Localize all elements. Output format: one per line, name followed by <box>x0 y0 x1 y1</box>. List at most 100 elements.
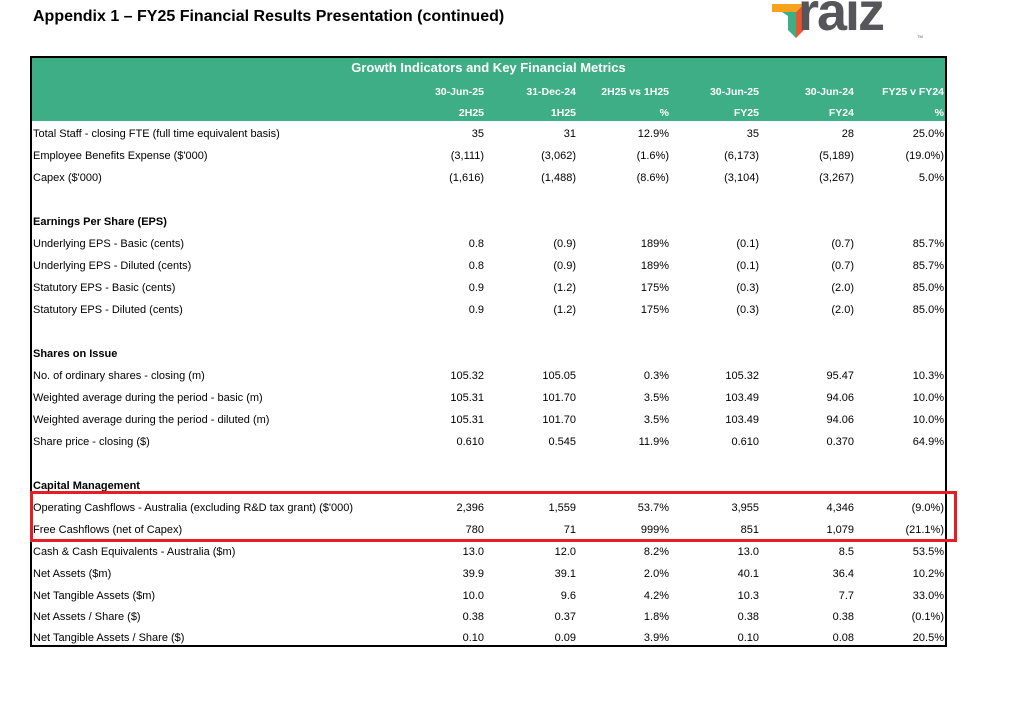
cell-year-change: 53.5% <box>912 546 944 558</box>
cell-half-change: 8.2% <box>643 546 669 558</box>
section-header-eps: Earnings Per Share (EPS) <box>32 212 945 234</box>
cell-2h25: 0.9 <box>468 282 484 294</box>
cell-1h25: 0.37 <box>554 611 576 623</box>
cell-year-change: (21.1%) <box>905 524 944 536</box>
cell-2h25: 780 <box>465 524 484 536</box>
cell-year-change: 85.0% <box>912 304 944 316</box>
cell-fy24: (0.7) <box>831 238 854 250</box>
cell-fy25: (6,173) <box>724 150 759 162</box>
row-label: Net Assets ($m) <box>33 568 112 580</box>
cell-half-change: 189% <box>640 238 669 250</box>
header-col5-date: 30-Jun-24 <box>804 86 854 98</box>
cell-year-change: 20.5% <box>912 632 944 644</box>
cell-fy24: (3,267) <box>819 172 854 184</box>
section-title: Capital Management <box>33 480 140 492</box>
row-label: Total Staff - closing FTE (full time equ… <box>33 128 280 140</box>
cell-fy24: 4,346 <box>826 502 854 514</box>
cell-fy24: (2.0) <box>831 304 854 316</box>
table-row: Statutory EPS - Diluted (cents) 0.9 (1.2… <box>32 300 945 322</box>
cell-year-change: 33.0% <box>912 590 944 602</box>
cell-year-change: 85.7% <box>912 260 944 272</box>
cell-1h25: (0.9) <box>553 238 576 250</box>
cell-fy24: 1,079 <box>826 524 854 536</box>
page-heading: Appendix 1 – FY25 Financial Results Pres… <box>33 8 505 25</box>
cell-2h25: 105.31 <box>450 392 484 404</box>
table-row: Capex ($'000) (1,616) (1,488) (8.6%) (3,… <box>32 168 945 190</box>
cell-2h25: (1,616) <box>449 172 484 184</box>
row-label: Statutory EPS - Diluted (cents) <box>33 304 183 316</box>
row-label: Weighted average during the period - dil… <box>33 414 270 426</box>
row-label: Underlying EPS - Basic (cents) <box>33 238 184 250</box>
cell-1h25: (1.2) <box>553 304 576 316</box>
table-row: Underlying EPS - Diluted (cents) 0.8 (0.… <box>32 256 945 278</box>
cell-half-change: 12.9% <box>637 128 669 140</box>
cell-fy24: (2.0) <box>831 282 854 294</box>
cell-1h25: 101.70 <box>542 414 576 426</box>
cell-half-change: 53.7% <box>637 502 669 514</box>
row-label: Weighted average during the period - bas… <box>33 392 263 404</box>
cell-2h25: 0.10 <box>462 632 484 644</box>
table-row: Employee Benefits Expense ($'000) (3,111… <box>32 146 945 168</box>
cell-year-change: (0.1%) <box>911 611 944 623</box>
cell-fy24: 36.4 <box>832 568 854 580</box>
header-col5-period: FY24 <box>828 107 854 119</box>
cell-fy25: 40.1 <box>737 568 759 580</box>
cell-1h25: (1.2) <box>553 282 576 294</box>
table-row: Net Assets / Share ($) 0.38 0.37 1.8% 0.… <box>32 607 945 629</box>
cell-year-change: (9.0%) <box>911 502 944 514</box>
header-col4-date: 30-Jun-25 <box>709 86 759 98</box>
cell-fy25: 103.49 <box>725 392 759 404</box>
cell-year-change: 5.0% <box>918 172 944 184</box>
cell-fy25: 103.49 <box>725 414 759 426</box>
cell-fy24: 0.08 <box>832 632 854 644</box>
cell-fy25: 3,955 <box>731 502 759 514</box>
table-row: Net Assets ($m) 39.9 39.1 2.0% 40.1 36.4… <box>32 564 945 586</box>
row-label: Capex ($'000) <box>33 172 102 184</box>
cell-1h25: 39.1 <box>554 568 576 580</box>
header-col2-date: 31-Dec-24 <box>526 86 576 98</box>
row-label: Net Assets / Share ($) <box>33 611 141 623</box>
raiz-logo-mark-icon <box>772 4 804 38</box>
row-label: Net Tangible Assets / Share ($) <box>33 632 185 644</box>
table-row: Weighted average during the period - bas… <box>32 388 945 410</box>
table-row: Operating Cashflows - Australia (excludi… <box>32 498 945 520</box>
table-title: Growth Indicators and Key Financial Metr… <box>351 60 626 75</box>
cell-year-change: 10.2% <box>912 568 944 580</box>
cell-1h25: 0.545 <box>548 436 576 448</box>
cell-fy25: (3,104) <box>724 172 759 184</box>
cell-2h25: (3,111) <box>450 150 484 162</box>
cell-fy24: 95.47 <box>826 370 854 382</box>
cell-half-change: (1.6%) <box>636 150 669 162</box>
row-label: Net Tangible Assets ($m) <box>33 590 156 602</box>
cell-fy24: 94.06 <box>826 414 854 426</box>
cell-year-change: 25.0% <box>912 128 944 140</box>
cell-fy24: (5,189) <box>819 150 854 162</box>
row-label: Employee Benefits Expense ($'000) <box>33 150 208 162</box>
row-label: Share price - closing ($) <box>33 436 150 448</box>
cell-2h25: 0.38 <box>462 611 484 623</box>
cell-fy24: 94.06 <box>826 392 854 404</box>
cell-half-change: 4.2% <box>643 590 669 602</box>
cell-2h25: 0.8 <box>468 260 484 272</box>
cell-half-change: 3.5% <box>643 414 669 426</box>
cell-1h25: 31 <box>563 128 576 140</box>
cell-fy25: 851 <box>740 524 759 536</box>
header-col2-period: 1H25 <box>550 107 576 119</box>
cell-half-change: 189% <box>640 260 669 272</box>
cell-half-change: 0.3% <box>643 370 669 382</box>
cell-half-change: 3.9% <box>643 632 669 644</box>
header-col3-unit: % <box>659 107 669 119</box>
cell-fy24: 7.7 <box>838 590 854 602</box>
table-row: Net Tangible Assets ($m) 10.0 9.6 4.2% 1… <box>32 586 945 608</box>
cell-2h25: 0.8 <box>468 238 484 250</box>
cell-fy24: 28 <box>841 128 854 140</box>
header-col4-period: FY25 <box>733 107 759 119</box>
cell-2h25: 105.32 <box>450 370 484 382</box>
row-label: Free Cashflows (net of Capex) <box>33 524 183 536</box>
table-row: Weighted average during the period - dil… <box>32 410 945 432</box>
section-title: Earnings Per Share (EPS) <box>33 216 167 228</box>
cell-fy24: 0.38 <box>832 611 854 623</box>
cell-half-change: 2.0% <box>643 568 669 580</box>
cell-1h25: (1,488) <box>541 172 576 184</box>
cell-2h25: 2,396 <box>456 502 484 514</box>
